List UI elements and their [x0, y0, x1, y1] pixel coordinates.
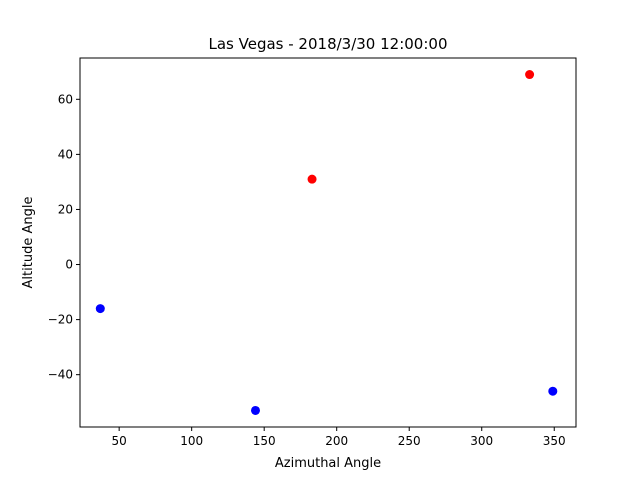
data-points	[95, 70, 558, 415]
x-tick-label: 50	[112, 434, 127, 448]
y-tick-label: 40	[58, 147, 73, 161]
data-point-2	[250, 405, 260, 415]
data-point-3	[307, 174, 317, 184]
x-tick-label: 150	[253, 434, 276, 448]
x-tick-label: 200	[325, 434, 348, 448]
y-tick-label: −40	[48, 368, 73, 382]
y-tick-label: 20	[58, 202, 73, 216]
y-tick-label: −20	[48, 313, 73, 327]
y-tick-label: 60	[58, 92, 73, 106]
data-point-5	[548, 386, 558, 396]
data-point-1	[95, 304, 105, 314]
x-tick-label: 250	[398, 434, 421, 448]
chart-title: Las Vegas - 2018/3/30 12:00:00	[209, 35, 448, 53]
y-axis: −40 −20 0 20 40 60	[48, 92, 80, 382]
x-tick-label: 100	[180, 434, 203, 448]
x-tick-label: 350	[543, 434, 566, 448]
data-point-4	[525, 70, 535, 80]
plot-area	[79, 57, 577, 428]
x-axis: 50 100 150 200 250 300 350	[112, 427, 566, 448]
y-axis-label: Altitude Angle	[21, 197, 36, 289]
x-axis-label: Azimuthal Angle	[275, 456, 381, 471]
y-tick-label: 0	[65, 258, 73, 272]
x-tick-label: 300	[470, 434, 493, 448]
